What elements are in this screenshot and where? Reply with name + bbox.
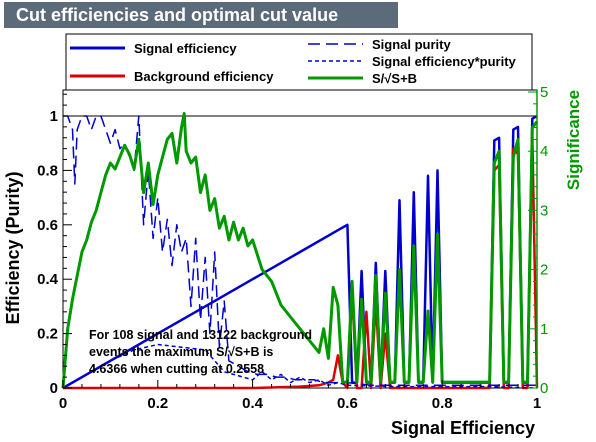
y2-tick-label: 4 — [540, 143, 548, 160]
axes: 0 0.2 0.4 0.6 0.8 100.20.40.60.81012345Signal… — [3, 84, 583, 438]
legend: Signal efficiency Background efficiency Si… — [65, 33, 533, 91]
y-tick-label: 0.4 — [37, 271, 59, 288]
annotation-line-0: For 108 signal and 13122 background — [89, 328, 312, 342]
plot-frame — [62, 89, 538, 389]
legend-label-2: Signal purity — [372, 37, 452, 52]
x-tick-label: 0.4 — [242, 395, 264, 412]
legend-label-0: Signal efficiency — [134, 41, 237, 56]
y2-tick-label: 0 — [540, 380, 548, 397]
annotation-line-1: events the maximum S/√S+B is — [89, 345, 273, 359]
series-line-4 — [61, 112, 539, 389]
plot-frame-rect — [62, 89, 538, 389]
title-box: Cut efficiencies and optimal cut value — [4, 2, 398, 28]
x-tick-label: 0.8 — [432, 395, 453, 412]
legend-box — [65, 33, 533, 91]
y2-axis-label: Significance — [564, 90, 583, 190]
y-tick-label: 0.6 — [37, 217, 58, 234]
x-axis-label: Signal Efficiency — [391, 418, 535, 438]
legend-label-1: Background efficiency — [134, 69, 274, 84]
annotation-line-2: 4.6366 when cutting at 0.2558 — [89, 362, 264, 376]
series-layer — [61, 112, 539, 390]
y2-tick-label: 1 — [540, 321, 548, 338]
legend-label-4: S/√S+B — [372, 71, 417, 86]
y2-tick-label: 5 — [540, 84, 548, 101]
y-axis-label: Efficiency (Purity) — [3, 171, 23, 324]
series-line-2 — [63, 115, 537, 387]
y-tick-label: 0 — [50, 380, 58, 397]
x-tick-label: 1 — [533, 395, 541, 412]
y-tick-label: 0.2 — [37, 326, 58, 343]
y2-tick-label: 3 — [540, 202, 548, 219]
annotation: For 108 signal and 13122 background event… — [89, 328, 312, 376]
y-tick-label: 0.8 — [37, 162, 58, 179]
x-tick-label: 0.6 — [337, 395, 358, 412]
x-tick-label: 0 — [59, 395, 67, 412]
x-tick-label: 0.2 — [147, 395, 168, 412]
legend-label-3: Signal efficiency*purity — [372, 54, 517, 69]
series-line-1 — [63, 133, 539, 390]
y2-tick-label: 2 — [540, 262, 548, 279]
chart-title: Cut efficiencies and optimal cut value — [16, 5, 339, 25]
y-tick-label: 1 — [50, 108, 58, 125]
